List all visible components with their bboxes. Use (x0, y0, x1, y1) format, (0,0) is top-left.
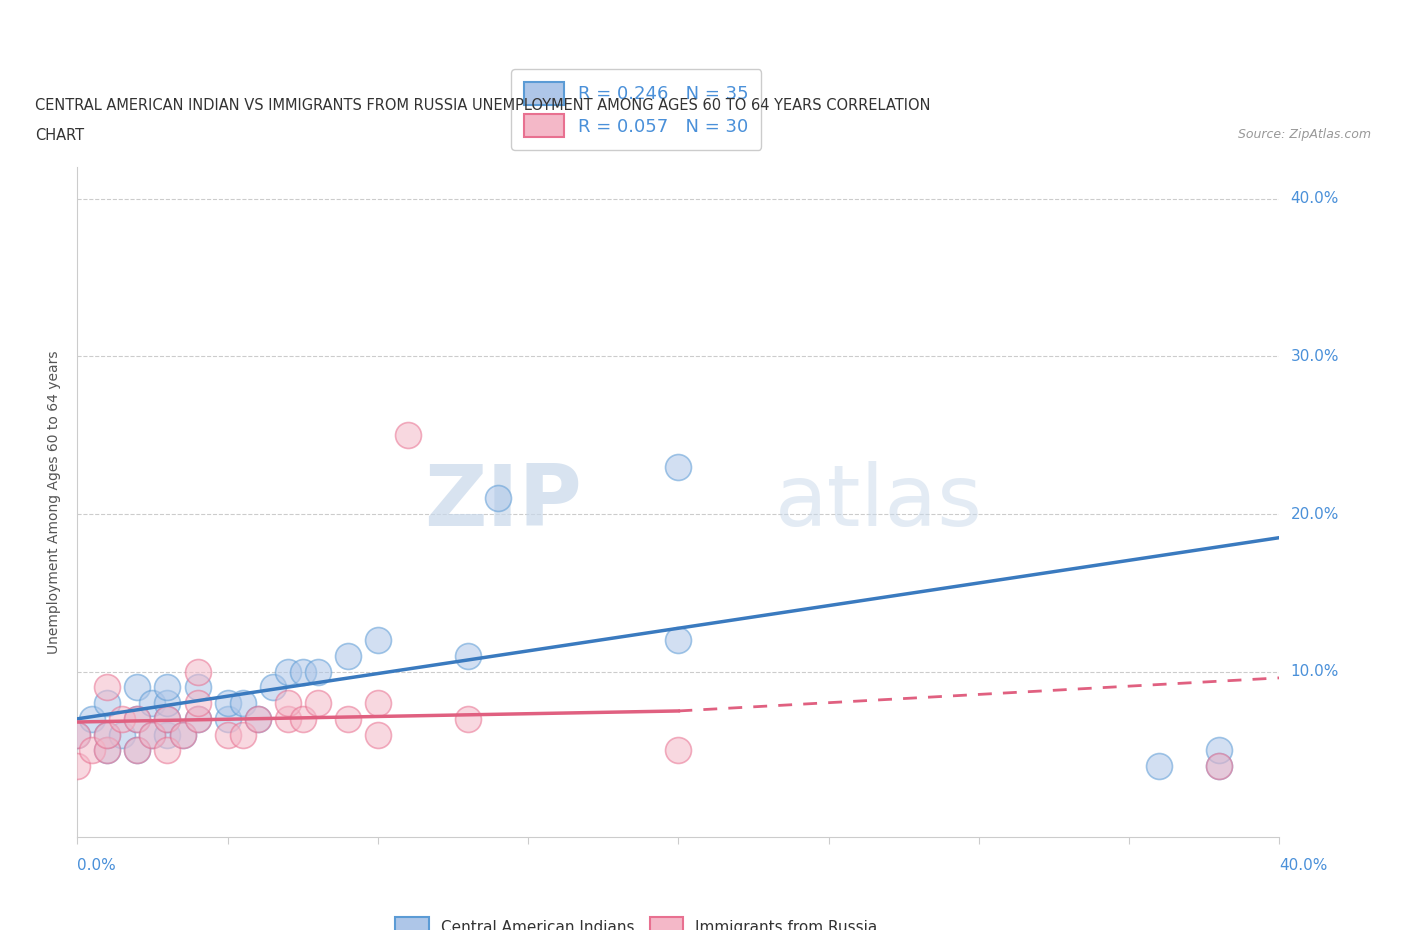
Point (141, 696, 163, 711)
Point (367, 727, 389, 742)
Text: atlas: atlas (775, 460, 983, 544)
Text: 10.0%: 10.0% (1291, 664, 1339, 679)
Point (457, 711, 479, 726)
Point (367, 632, 389, 647)
Point (96, 696, 118, 711)
Point (1208, 759, 1230, 774)
Point (96, 727, 118, 742)
Text: 40.0%: 40.0% (1279, 857, 1327, 872)
Point (186, 696, 209, 711)
Point (277, 711, 299, 726)
Point (186, 664, 209, 679)
Point (66, 759, 89, 774)
Point (156, 711, 179, 726)
Point (96, 727, 118, 742)
Text: Source: ZipAtlas.com: Source: ZipAtlas.com (1237, 128, 1371, 141)
Text: CHART: CHART (35, 128, 84, 143)
Legend: Central American Indians, Immigrants from Russia: Central American Indians, Immigrants fro… (389, 911, 884, 930)
Point (217, 727, 239, 742)
Point (291, 664, 314, 679)
Point (82, 743, 104, 758)
Point (336, 711, 359, 726)
Point (1208, 759, 1230, 774)
Text: 20.0%: 20.0% (1291, 507, 1339, 522)
Point (96, 680, 118, 695)
Point (96, 743, 118, 758)
Point (156, 743, 179, 758)
Point (111, 727, 134, 742)
Text: ZIP: ZIP (425, 460, 582, 544)
Point (186, 711, 209, 726)
Text: 0.0%: 0.0% (77, 857, 117, 872)
Text: 40.0%: 40.0% (1291, 192, 1339, 206)
Point (156, 696, 179, 711)
Point (127, 711, 149, 726)
Point (336, 648, 359, 663)
Y-axis label: Unemployment Among Ages 60 to 64 years: Unemployment Among Ages 60 to 64 years (48, 351, 62, 654)
Point (96, 743, 118, 758)
Point (457, 648, 479, 663)
Point (127, 711, 149, 726)
Point (668, 459, 690, 474)
Point (172, 727, 194, 742)
Point (277, 696, 299, 711)
Point (367, 696, 389, 711)
Point (217, 711, 239, 726)
Point (156, 711, 179, 726)
Point (186, 680, 209, 695)
Text: CENTRAL AMERICAN INDIAN VS IMMIGRANTS FROM RUSSIA UNEMPLOYMENT AMONG AGES 60 TO : CENTRAL AMERICAN INDIAN VS IMMIGRANTS FR… (35, 98, 931, 113)
Point (246, 711, 269, 726)
Point (246, 711, 269, 726)
Point (277, 664, 299, 679)
Point (82, 711, 104, 726)
Point (141, 727, 163, 742)
Point (66, 727, 89, 742)
Point (232, 727, 254, 742)
Point (66, 727, 89, 742)
Point (111, 711, 134, 726)
Point (127, 743, 149, 758)
Point (141, 727, 163, 742)
Point (291, 711, 314, 726)
Point (127, 743, 149, 758)
Point (396, 428, 419, 443)
Point (127, 680, 149, 695)
Point (156, 680, 179, 695)
Point (307, 696, 329, 711)
Point (1149, 759, 1171, 774)
Point (1208, 743, 1230, 758)
Point (486, 491, 509, 506)
Point (156, 727, 179, 742)
Point (262, 680, 284, 695)
Point (186, 711, 209, 726)
Point (217, 696, 239, 711)
Point (232, 696, 254, 711)
Point (668, 743, 690, 758)
Point (307, 664, 329, 679)
Text: 30.0%: 30.0% (1291, 349, 1339, 364)
Point (172, 727, 194, 742)
Point (668, 632, 690, 647)
